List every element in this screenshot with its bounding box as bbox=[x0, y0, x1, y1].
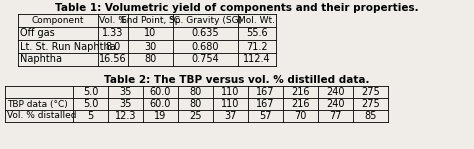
Text: 60.0: 60.0 bbox=[150, 99, 171, 109]
Text: Table 1: Volumetric yield of components and their properties.: Table 1: Volumetric yield of components … bbox=[55, 3, 419, 13]
Text: Lt. St. Run Naphtha: Lt. St. Run Naphtha bbox=[20, 42, 116, 52]
Text: 19: 19 bbox=[155, 111, 167, 121]
Text: 8.0: 8.0 bbox=[105, 42, 120, 52]
Text: Naphtha: Naphtha bbox=[20, 55, 62, 65]
Text: 12.3: 12.3 bbox=[115, 111, 136, 121]
Text: Sp. Gravity (SG): Sp. Gravity (SG) bbox=[169, 16, 242, 25]
Text: 60.0: 60.0 bbox=[150, 87, 171, 97]
Text: TBP data (°C): TBP data (°C) bbox=[7, 100, 68, 108]
Text: 25: 25 bbox=[189, 111, 202, 121]
Text: 5.0: 5.0 bbox=[83, 87, 98, 97]
Text: 216: 216 bbox=[291, 87, 310, 97]
Text: 167: 167 bbox=[256, 87, 275, 97]
Text: 57: 57 bbox=[259, 111, 272, 121]
Text: End Point, °C: End Point, °C bbox=[121, 16, 180, 25]
Text: 80: 80 bbox=[190, 99, 201, 109]
Text: 112.4: 112.4 bbox=[243, 55, 271, 65]
Text: 10: 10 bbox=[145, 28, 156, 38]
Text: 70: 70 bbox=[294, 111, 307, 121]
Text: Component: Component bbox=[32, 16, 84, 25]
Text: 275: 275 bbox=[361, 99, 380, 109]
Text: 216: 216 bbox=[291, 99, 310, 109]
Text: 0.635: 0.635 bbox=[191, 28, 219, 38]
Text: 35: 35 bbox=[119, 99, 132, 109]
Text: Vol. % distalled: Vol. % distalled bbox=[7, 111, 76, 121]
Text: Mol. Wt.: Mol. Wt. bbox=[238, 16, 275, 25]
Text: 0.754: 0.754 bbox=[191, 55, 219, 65]
Text: 240: 240 bbox=[326, 99, 345, 109]
Text: 16.56: 16.56 bbox=[99, 55, 127, 65]
Text: 240: 240 bbox=[326, 87, 345, 97]
Text: 80: 80 bbox=[145, 55, 156, 65]
Text: 275: 275 bbox=[361, 87, 380, 97]
Text: 5.0: 5.0 bbox=[83, 99, 98, 109]
Text: 55.6: 55.6 bbox=[246, 28, 268, 38]
Text: 0.680: 0.680 bbox=[192, 42, 219, 52]
Text: 35: 35 bbox=[119, 87, 132, 97]
Text: 110: 110 bbox=[221, 87, 240, 97]
Text: 30: 30 bbox=[145, 42, 156, 52]
Text: Off gas: Off gas bbox=[20, 28, 55, 38]
Text: 77: 77 bbox=[329, 111, 342, 121]
Text: 80: 80 bbox=[190, 87, 201, 97]
Text: Vol. %: Vol. % bbox=[99, 16, 127, 25]
Text: Table 2: The TBP versus vol. % distilled data.: Table 2: The TBP versus vol. % distilled… bbox=[104, 75, 370, 85]
Text: 85: 85 bbox=[365, 111, 377, 121]
Text: 110: 110 bbox=[221, 99, 240, 109]
Text: 167: 167 bbox=[256, 99, 275, 109]
Text: 71.2: 71.2 bbox=[246, 42, 268, 52]
Text: 37: 37 bbox=[224, 111, 237, 121]
Text: 5: 5 bbox=[87, 111, 94, 121]
Text: 1.33: 1.33 bbox=[102, 28, 124, 38]
